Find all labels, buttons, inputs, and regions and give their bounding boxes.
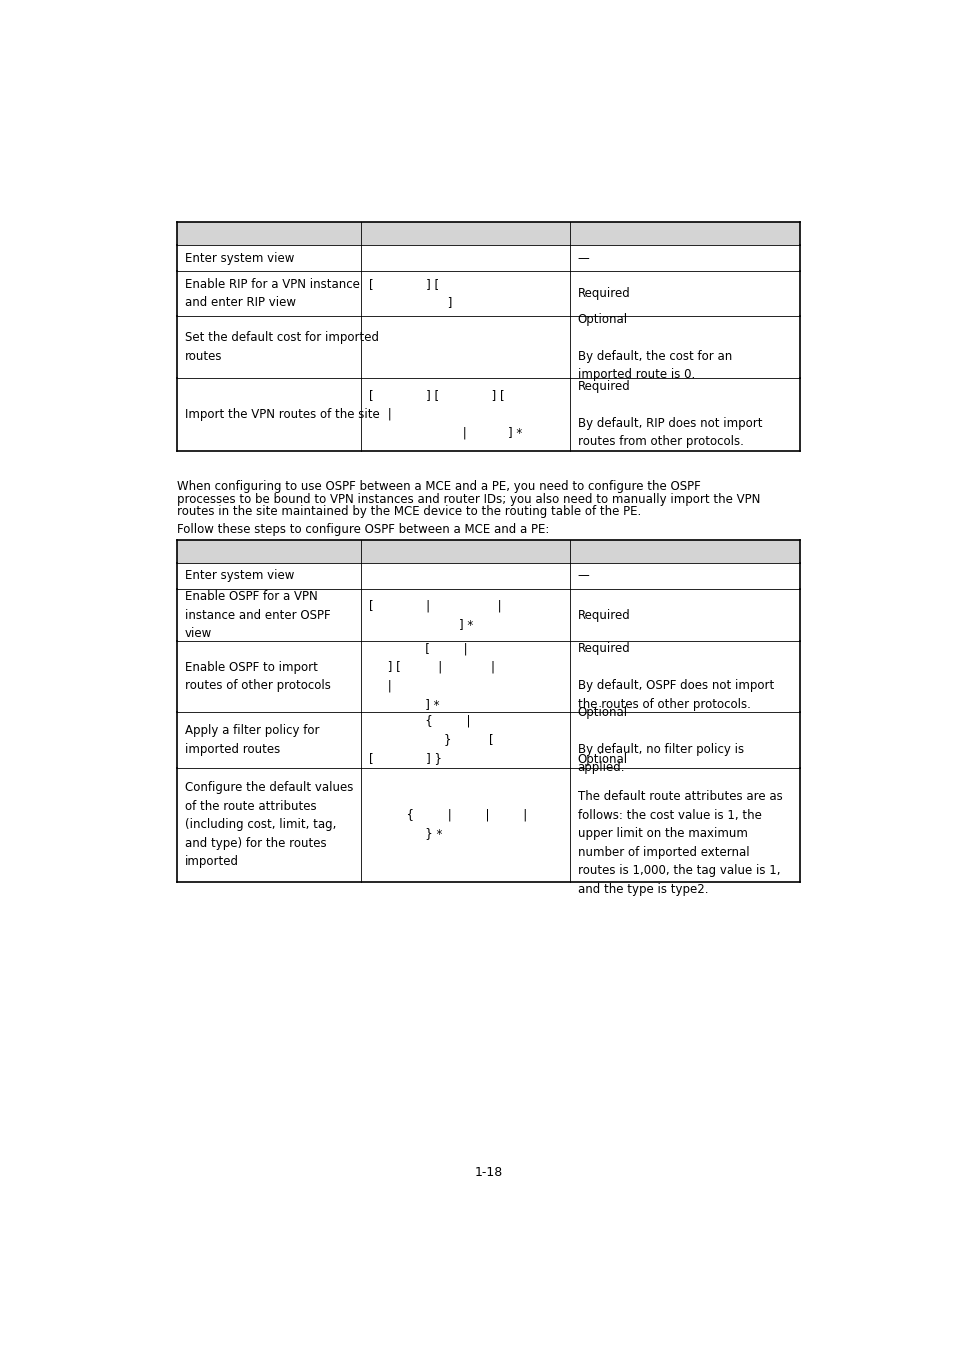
Text: [              ] [              ] [
     |
                         |           : [ ] [ ] [ | | xyxy=(369,389,521,439)
Text: {         |         |         |
               } *: { | | | } * xyxy=(369,809,527,840)
Text: —: — xyxy=(578,570,589,582)
Text: —: — xyxy=(578,251,589,265)
Text: Enter system view: Enter system view xyxy=(185,570,294,582)
Text: [              |                  |
                        ] *: [ | | ] * xyxy=(369,599,501,630)
Text: [              ] [
                     ]: [ ] [ ] xyxy=(369,278,452,309)
Text: Required: Required xyxy=(578,288,630,300)
Text: Enable OSPF to import
routes of other protocols: Enable OSPF to import routes of other pr… xyxy=(185,662,331,693)
Text: processes to be bound to VPN instances and router IDs; you also need to manually: processes to be bound to VPN instances a… xyxy=(177,493,760,506)
Text: Set the default cost for imported
routes: Set the default cost for imported routes xyxy=(185,331,378,363)
Bar xyxy=(177,316,800,378)
Text: Configure the default values
of the route attributes
(including cost, limit, tag: Configure the default values of the rout… xyxy=(185,782,354,868)
Bar xyxy=(177,563,800,589)
Bar xyxy=(177,589,800,641)
Text: Optional

By default, the cost for an
imported route is 0.: Optional By default, the cost for an imp… xyxy=(578,313,731,381)
Text: routes in the site maintained by the MCE device to the routing table of the PE.: routes in the site maintained by the MCE… xyxy=(177,505,641,518)
Text: Optional

By default, no filter policy is
applied.: Optional By default, no filter policy is… xyxy=(578,706,743,774)
Text: Required

By default, RIP does not import
routes from other protocols.: Required By default, RIP does not import… xyxy=(578,379,761,448)
Bar xyxy=(177,713,800,768)
Bar xyxy=(177,768,800,882)
Text: Enable RIP for a VPN instance
and enter RIP view: Enable RIP for a VPN instance and enter … xyxy=(185,278,359,309)
Bar xyxy=(177,378,800,451)
Text: Required

By default, OSPF does not import
the routes of other protocols.: Required By default, OSPF does not impor… xyxy=(578,643,773,711)
Bar xyxy=(177,271,800,316)
Text: Import the VPN routes of the site: Import the VPN routes of the site xyxy=(185,408,379,421)
Bar xyxy=(177,246,800,271)
Text: Enable OSPF for a VPN
instance and enter OSPF
view: Enable OSPF for a VPN instance and enter… xyxy=(185,590,331,640)
Text: Required: Required xyxy=(578,609,630,621)
Text: When configuring to use OSPF between a MCE and a PE, you need to configure the O: When configuring to use OSPF between a M… xyxy=(177,481,700,493)
Text: Apply a filter policy for
imported routes: Apply a filter policy for imported route… xyxy=(185,724,319,756)
Text: Optional

The default route attributes are as
follows: the cost value is 1, the
: Optional The default route attributes ar… xyxy=(578,753,781,896)
Text: Follow these steps to configure OSPF between a MCE and a PE:: Follow these steps to configure OSPF bet… xyxy=(177,522,549,536)
Text: {         |
                    }          [
[              ] }: { | } [ [ ] } xyxy=(369,716,493,765)
Bar xyxy=(177,540,800,563)
Text: Enter system view: Enter system view xyxy=(185,251,294,265)
Text: [         |
     ] [          |             |
     |
               ] *: [ | ] [ | | | ] * xyxy=(369,643,495,711)
Bar xyxy=(177,221,800,246)
Text: 1-18: 1-18 xyxy=(475,1166,502,1179)
Bar xyxy=(177,641,800,713)
